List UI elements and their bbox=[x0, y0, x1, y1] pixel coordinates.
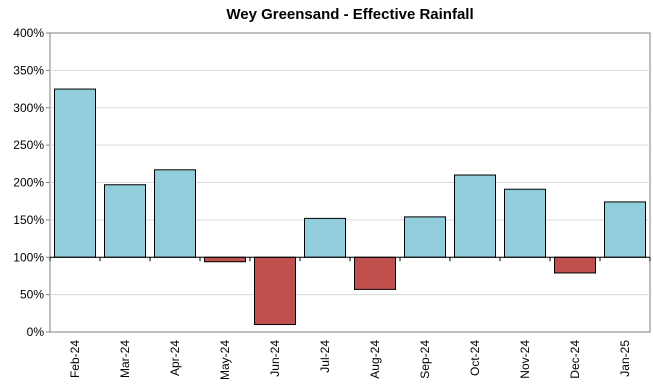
y-tick-label: 350% bbox=[13, 63, 44, 77]
x-tick-label: Feb-24 bbox=[68, 340, 82, 378]
y-tick-label: 100% bbox=[13, 250, 44, 264]
bar bbox=[504, 188, 546, 258]
y-tick-label: 50% bbox=[20, 288, 44, 302]
bar bbox=[104, 184, 146, 258]
bar bbox=[404, 216, 446, 258]
y-tick-label: 150% bbox=[13, 213, 44, 227]
bar bbox=[354, 256, 396, 290]
x-tick-label: Jul-24 bbox=[318, 340, 332, 373]
x-tick-label: Oct-24 bbox=[468, 340, 482, 376]
y-tick-label: 200% bbox=[13, 176, 44, 190]
y-tick-label: 400% bbox=[13, 26, 44, 40]
y-tick-label: 300% bbox=[13, 101, 44, 115]
x-tick-label: Mar-24 bbox=[118, 340, 132, 378]
x-tick-label: Apr-24 bbox=[168, 340, 182, 376]
bars bbox=[54, 88, 646, 326]
bar bbox=[604, 201, 646, 258]
x-tick-label: Aug-24 bbox=[368, 340, 382, 379]
y-tick-label: 0% bbox=[27, 325, 45, 339]
y-tick-labels: 0% 50% 100% 150% 200% 250% 300% 350% 400% bbox=[13, 26, 44, 339]
x-tick-label: Jun-24 bbox=[268, 340, 282, 377]
grid-lines bbox=[49, 32, 651, 333]
bar bbox=[554, 256, 596, 274]
axes bbox=[46, 32, 651, 333]
bar bbox=[304, 217, 346, 258]
bar bbox=[204, 256, 246, 263]
x-tick-labels: Feb-24 Mar-24 Apr-24 May-24 Jun-24 Jul-24 Aug-… bbox=[68, 340, 632, 380]
y-tick-label: 250% bbox=[13, 138, 44, 152]
bar bbox=[254, 256, 296, 326]
bar bbox=[154, 169, 196, 258]
x-tick-label: Jan-25 bbox=[618, 340, 632, 377]
x-tick-label: Sep-24 bbox=[418, 340, 432, 379]
bar bbox=[54, 88, 96, 258]
bar bbox=[454, 174, 496, 258]
x-tick-label: Nov-24 bbox=[518, 340, 532, 379]
x-tick-label: Dec-24 bbox=[568, 340, 582, 379]
chart-title: Wey Greensand - Effective Rainfall bbox=[226, 6, 474, 23]
x-tick-label: May-24 bbox=[218, 340, 232, 380]
